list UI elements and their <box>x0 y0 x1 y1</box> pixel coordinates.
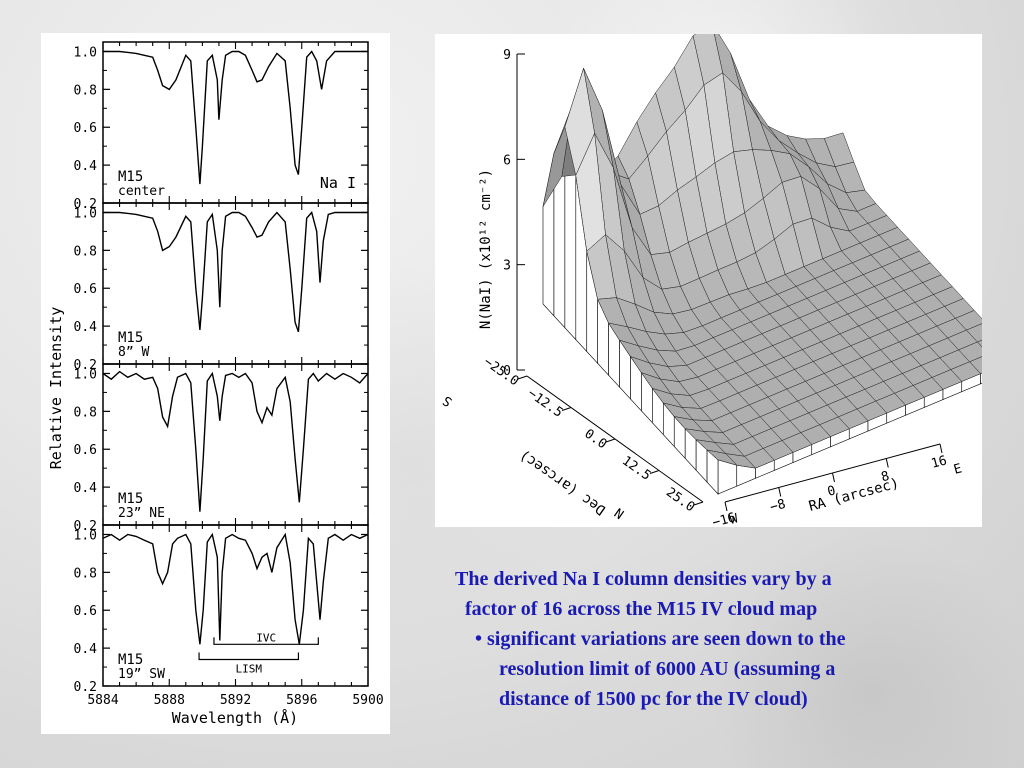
dec-tick-label: 0.0 <box>581 427 609 453</box>
bullet-icon: • <box>475 628 483 650</box>
z-axis-label: N(NaI) (x10¹² cm⁻²) <box>478 169 494 329</box>
compass-north: N <box>612 504 627 521</box>
y-tick-label: 0.8 <box>74 566 97 581</box>
x-axis-label: Wavelength (Å) <box>172 708 298 727</box>
x-tick-label: 5892 <box>220 693 251 708</box>
dec-tick <box>517 375 528 380</box>
bracket-line <box>213 637 319 645</box>
caption-line-1: The derived Na I column densities vary b… <box>455 568 832 590</box>
bracket-label: IVC <box>256 631 276 644</box>
spectrum-line <box>103 50 368 185</box>
ra-tick <box>724 501 728 512</box>
ra-axis-label: RA (arcsec) <box>807 475 901 514</box>
y-tick-label: 0.2 <box>74 680 97 695</box>
panel-label-position: 8” W <box>118 345 149 360</box>
surface-chart: 0 3 6 9 N(NaI) (x10¹² cm⁻²) −25.0−12.5 0.0 12.5… <box>440 22 1019 531</box>
compass-south: S <box>440 392 455 409</box>
curtain-strip <box>717 459 738 495</box>
y-tick-label: 0.4 <box>74 159 98 174</box>
dec-tick-label: 25.0 <box>663 485 697 515</box>
dec-axis-label: Dec (arcsec) <box>517 447 609 518</box>
caption: The derived Na I column densities vary b… <box>455 564 975 714</box>
y-tick-label: 0.4 <box>74 642 98 657</box>
ra-tick-label: 16 <box>930 453 949 472</box>
surface-mesh <box>542 22 1019 469</box>
y-tick-label: 0.2 <box>74 358 97 373</box>
spectrum-line <box>103 211 368 333</box>
y-tick-label: 0.6 <box>74 121 97 136</box>
caption-bullet-line: • significant variations are seen down t… <box>475 624 975 654</box>
ra-tick <box>885 458 889 468</box>
ra-tick <box>939 443 943 454</box>
y-tick-label: 0.2 <box>74 519 97 534</box>
dec-tick-label: 12.5 <box>619 454 653 484</box>
compass-east: E <box>952 461 963 478</box>
ra-tick-label: 8 <box>880 469 891 486</box>
ra-tick-label: −16 <box>711 510 738 527</box>
x-tick-label: 5884 <box>87 693 118 708</box>
ra-tick-label: 0 <box>826 483 837 500</box>
y-tick-label: 0.8 <box>74 83 97 98</box>
x-tick-label: 5896 <box>286 693 317 708</box>
compass-west: W <box>728 511 740 527</box>
dec-tick <box>561 407 572 411</box>
y-tick-label: 0.6 <box>74 443 97 458</box>
ra-tick-label: −8 <box>768 497 787 516</box>
y-tick-label: 1.0 <box>74 45 97 60</box>
y-tick-label: 0.2 <box>74 197 97 212</box>
spectra-panel: 0.2 0.4 0.6 0.8 1.0 M15 center Na I 0.2 0.4 0.6 0.8… <box>41 33 390 734</box>
x-tick-label: 5900 <box>352 693 383 708</box>
caption-line-4: resolution limit of 6000 AU (assuming a <box>499 658 836 680</box>
annotation-bracket-lism: LISM <box>198 652 300 675</box>
z-axis: 0 3 6 9 N(NaI) (x10¹² cm⁻²) <box>478 48 525 379</box>
panel-label-position: center <box>118 184 165 199</box>
bracket-label: LISM <box>236 662 263 675</box>
ra-tick <box>778 487 782 497</box>
spectrum-line <box>102 532 369 645</box>
y-tick-label: 0.4 <box>74 320 98 335</box>
y-tick-label: 1.0 <box>74 528 97 543</box>
panel-label-object: M15 <box>118 652 143 668</box>
z-tick-label: 6 <box>503 153 511 168</box>
surface-panel: 0 3 6 9 N(NaI) (x10¹² cm⁻²) −25.0 −12.5 0.0 12.5… <box>435 22 1019 531</box>
caption-line-3: significant variations are seen down to … <box>487 628 846 650</box>
y-tick-label: 0.6 <box>74 604 97 619</box>
y-tick-label: 0.8 <box>74 244 97 259</box>
panel-label-object: M15 <box>118 330 143 346</box>
surface-cell <box>706 449 738 466</box>
z-tick-label: 0 <box>503 364 511 379</box>
z-tick-label: 3 <box>503 259 511 274</box>
annotation-bracket-ivc: IVC <box>213 631 319 645</box>
caption-line-5: distance of 1500 pc for the IV cloud) <box>499 688 808 710</box>
y-tick-label: 0.6 <box>74 282 97 297</box>
dec-tick <box>605 438 616 443</box>
dec-tick-label: −12.5 <box>525 386 566 421</box>
y-tick-label: 0.4 <box>74 481 98 496</box>
z-tick-label: 9 <box>503 48 511 63</box>
x-tick-label: 5888 <box>154 693 185 708</box>
curtain-strip <box>736 464 756 487</box>
y-tick-label: 0.8 <box>74 405 97 420</box>
panel-label-object: M15 <box>118 169 143 185</box>
panel-label-position: 19” SW <box>118 667 165 682</box>
dec-tick <box>649 470 660 474</box>
panel-label-position: 23” NE <box>118 506 165 521</box>
panel-label-object: M15 <box>118 491 143 507</box>
bracket-line <box>198 652 300 661</box>
ra-tick <box>832 472 835 483</box>
dec-tick <box>693 501 704 506</box>
spectrum-line <box>102 370 369 512</box>
panel-corner-label: Na I <box>320 174 356 192</box>
y-tick-label: 1.0 <box>74 206 97 221</box>
y-tick-label: 1.0 <box>74 367 97 382</box>
dec-tick-label: −25.0 <box>481 355 522 390</box>
caption-line-2: factor of 16 across the M15 IV cloud map <box>465 598 818 620</box>
y-axis-label: Relative Intensity <box>47 307 65 470</box>
